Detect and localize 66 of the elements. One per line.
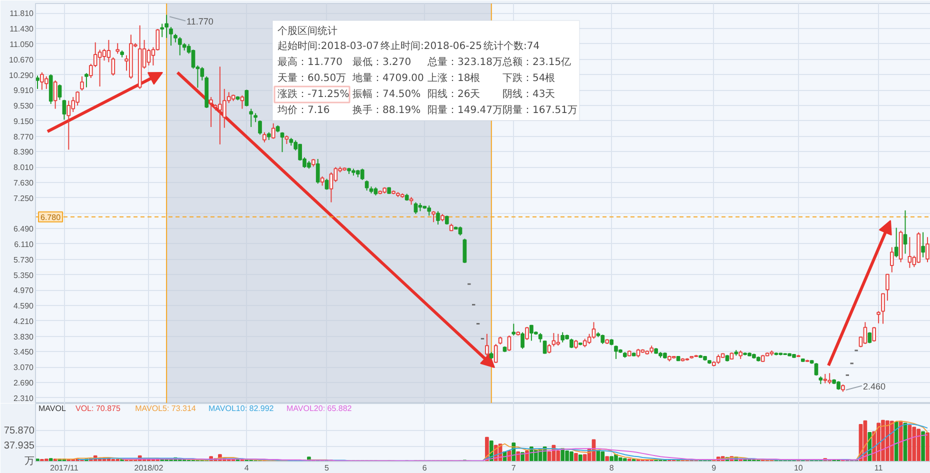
text: MAVOL20: 65.882	[286, 404, 352, 413]
annotation: 统计个数:74	[484, 40, 540, 52]
x-tick-label: 8	[609, 464, 614, 472]
x-tick-label: 10	[794, 464, 804, 472]
x-tick-label: 9	[712, 464, 717, 472]
chart-title: MAVOL	[38, 404, 66, 413]
y-tick-label: 4.590	[13, 302, 34, 311]
annotation: 下跌：54根	[502, 72, 556, 84]
y-tick-label: 万	[24, 456, 34, 467]
annotation: 最低：3.270	[352, 57, 412, 68]
y-tick-label: 7.630	[13, 178, 34, 188]
annotation: 起始时间:2018-03-07	[278, 40, 379, 52]
annotation: 最高：11.770	[278, 56, 342, 68]
y-tick-label: 5.350	[13, 270, 34, 280]
y-tick-label: 75.870	[4, 425, 35, 436]
y-tick-label: 11.810	[10, 9, 34, 18]
y-tick-label: 9.150	[13, 116, 34, 126]
text: VOL: 70.875	[76, 404, 121, 413]
annotation: 个股区间统计	[278, 25, 338, 37]
y-tick-label: 4.210	[13, 316, 34, 326]
annotation: 11.770	[186, 16, 214, 26]
y-tick-label: 11.050	[10, 40, 34, 49]
annotation: 阳线：26天	[428, 88, 480, 100]
x-tick-label: 7	[511, 464, 516, 472]
annotation: 总额：23.15亿	[502, 56, 572, 68]
x-tick-label: 4	[244, 464, 250, 472]
annotation: 天量：60.50万	[278, 73, 346, 84]
y-tick-label: 2.310	[13, 394, 34, 403]
annotation: 均价：7.16	[276, 104, 330, 116]
annotation: 振幅：74.50%	[352, 88, 421, 100]
y-tick-label: 6.490	[13, 224, 34, 234]
y-tick-label: 11.430	[10, 24, 34, 34]
annotation: 总量：323.18万	[426, 56, 502, 68]
y-tick-label: 6.110	[14, 240, 34, 249]
y-tick-label: 37.935	[4, 440, 35, 452]
annotation: 阴量：167.51万	[502, 105, 578, 116]
annotation: 阴线：43天	[502, 88, 556, 100]
ref-line-label: 6.780	[40, 212, 62, 222]
y-tick-label: 8.390	[13, 148, 34, 157]
y-tick-label: 3.830	[13, 332, 34, 342]
x-tick-label: 2017/11	[50, 464, 79, 472]
y-tick-label: 7.250	[13, 194, 34, 203]
y-tick-label: 4.970	[13, 286, 34, 296]
y-tick-label: 8.770	[13, 132, 34, 142]
text: MAVOL5: 73.314	[135, 404, 196, 413]
y-tick-label: 3.070	[13, 363, 34, 372]
annotation: 2.460	[862, 381, 886, 392]
x-tick-label: 2018/02	[134, 464, 164, 472]
x-tick-label: 6	[422, 464, 428, 472]
annotation: 换手：88.19%	[352, 104, 421, 116]
annotation: 阳量：149.47万	[428, 105, 502, 116]
text: MAVOL10: 82.992	[208, 404, 274, 413]
annotation: 上涨：18根	[428, 72, 480, 84]
y-tick-label: 9.530	[13, 102, 34, 111]
x-tick-label: 5	[324, 464, 330, 472]
y-tick-label: 10.290	[9, 70, 34, 80]
x-tick-label: 11	[874, 464, 884, 472]
y-tick-label: 5.730	[13, 255, 34, 264]
y-tick-label: 8.010	[13, 163, 34, 172]
annotation: 终止时间:2018-06-25	[380, 40, 482, 52]
annotation: 地量：4709.00	[352, 72, 424, 84]
y-tick-label: 9.910	[13, 86, 34, 96]
y-tick-label: 10.670	[9, 55, 34, 64]
annotation: 涨跌：-71.25%	[278, 88, 350, 100]
y-tick-label: 2.690	[13, 378, 34, 388]
y-tick-label: 3.450	[13, 348, 34, 357]
